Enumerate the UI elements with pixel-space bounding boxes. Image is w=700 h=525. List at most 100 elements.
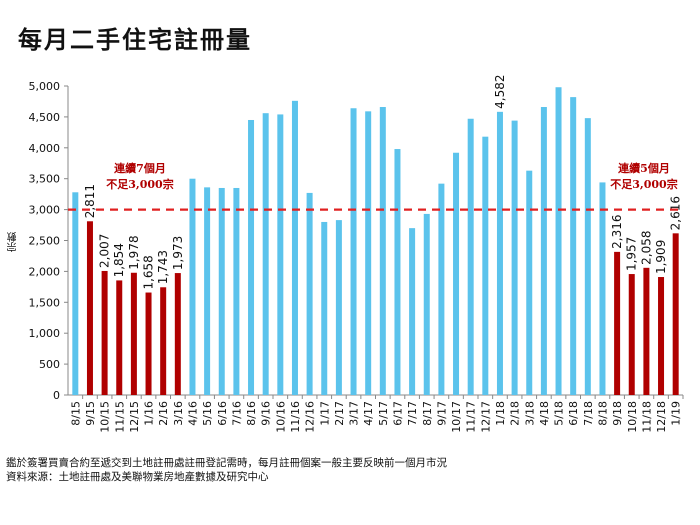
y-tick-label: 4,500	[29, 111, 61, 124]
annotation-text: 連續5個月	[618, 161, 670, 175]
bar	[321, 221, 328, 395]
x-tick-label: 12/15	[128, 401, 141, 433]
x-tick-label: 9/18	[611, 401, 624, 426]
x-tick-label: 2/18	[509, 401, 522, 426]
y-tick-label: 3,500	[29, 173, 61, 186]
bar	[540, 107, 547, 396]
x-tick-label: 11/18	[640, 401, 653, 433]
bar	[204, 187, 211, 395]
data-label: 1,957	[625, 237, 639, 271]
x-tick-label: 10/15	[99, 401, 112, 433]
bar	[262, 113, 269, 395]
bar	[628, 274, 635, 395]
bar	[614, 251, 621, 395]
data-label: 2,058	[639, 230, 653, 264]
bar	[423, 213, 430, 395]
bar	[86, 221, 93, 395]
bar	[335, 220, 342, 395]
x-tick-label: 12/17	[479, 401, 492, 433]
x-tick-label: 10/16	[274, 401, 287, 433]
data-label: 1,909	[654, 240, 668, 274]
data-label: 2,007	[98, 234, 112, 268]
x-tick-label: 1/17	[318, 401, 331, 426]
x-tick-label: 6/16	[216, 401, 229, 426]
bar	[116, 280, 123, 395]
x-tick-label: 5/16	[201, 401, 214, 426]
bar	[555, 87, 562, 396]
bar	[394, 149, 401, 395]
bar	[350, 108, 357, 396]
footnote-2: 資料來源：土地註冊處及美聯物業房地產數據及研究中心	[6, 471, 269, 483]
bar	[233, 187, 240, 395]
bar	[599, 182, 606, 395]
y-tick-label: 500	[39, 358, 60, 371]
x-tick-label: 7/18	[582, 401, 595, 426]
bar	[130, 272, 137, 395]
bar	[658, 277, 665, 395]
x-tick-label: 2/16	[157, 401, 170, 426]
y-tick-label: 3,000	[29, 204, 61, 217]
bar	[101, 270, 108, 395]
x-tick-label: 8/18	[596, 401, 609, 426]
y-tick-label: 1,500	[29, 296, 61, 309]
x-tick-label: 9/15	[84, 401, 97, 426]
x-tick-label: 7/17	[406, 401, 419, 426]
y-tick-label: 5,000	[29, 80, 61, 93]
x-tick-label: 3/16	[172, 401, 185, 426]
bar	[174, 273, 181, 395]
x-tick-label: 10/18	[626, 401, 639, 433]
x-tick-label: 3/18	[523, 401, 536, 426]
x-tick-label: 1/18	[494, 401, 507, 426]
y-tick-label: 2,000	[29, 265, 61, 278]
data-label: 2,316	[610, 215, 624, 249]
x-tick-label: 11/15	[113, 401, 126, 433]
data-label: 2,616	[669, 196, 683, 230]
bar	[72, 192, 79, 395]
bar	[277, 114, 284, 395]
bar	[218, 187, 225, 395]
footnote-1: 鑑於簽署買賣合約至遞交到土地註冊處註冊登記需時，每月註冊個案一般主要反映前一個月…	[6, 457, 447, 469]
bar	[365, 111, 372, 395]
data-label: 4,582	[493, 74, 507, 108]
annotation-text: 不足3,000宗	[106, 177, 173, 191]
data-label: 1,978	[127, 235, 141, 269]
x-tick-label: 5/17	[377, 401, 390, 426]
bar	[409, 228, 416, 395]
bar	[189, 178, 196, 395]
x-tick-label: 4/18	[538, 401, 551, 426]
bar	[306, 192, 313, 395]
x-tick-label: 12/16	[304, 401, 317, 433]
data-label: 1,854	[112, 243, 126, 277]
bar	[438, 183, 445, 395]
bar	[672, 233, 679, 395]
chart-title: 每月二手住宅註冊量	[18, 25, 252, 54]
bar	[496, 111, 503, 395]
x-tick-label: 10/17	[450, 401, 463, 433]
x-tick-label: 4/16	[186, 401, 199, 426]
bar	[570, 97, 577, 396]
data-label: 2,811	[83, 184, 97, 218]
y-tick-label: 2,500	[29, 235, 61, 248]
bar	[526, 170, 533, 395]
x-tick-label: 9/17	[435, 401, 448, 426]
bar	[511, 120, 518, 395]
bar	[482, 136, 489, 395]
data-label: 1,658	[142, 255, 156, 289]
bar	[379, 107, 386, 396]
bar	[248, 119, 255, 396]
x-tick-label: 7/16	[230, 401, 243, 426]
x-tick-label: 5/18	[553, 401, 566, 426]
x-tick-label: 8/17	[421, 401, 434, 426]
bar	[291, 100, 298, 395]
annotation-text: 連續7個月	[114, 161, 166, 175]
x-tick-label: 8/15	[69, 401, 82, 426]
x-tick-label: 6/18	[567, 401, 580, 426]
bar	[145, 292, 152, 395]
x-tick-label: 6/17	[391, 401, 404, 426]
x-tick-label: 3/17	[348, 401, 361, 426]
x-tick-label: 2/17	[333, 401, 346, 426]
bar	[467, 118, 474, 395]
data-label: 1,743	[156, 250, 170, 284]
y-tick-label: 1,000	[29, 327, 61, 340]
